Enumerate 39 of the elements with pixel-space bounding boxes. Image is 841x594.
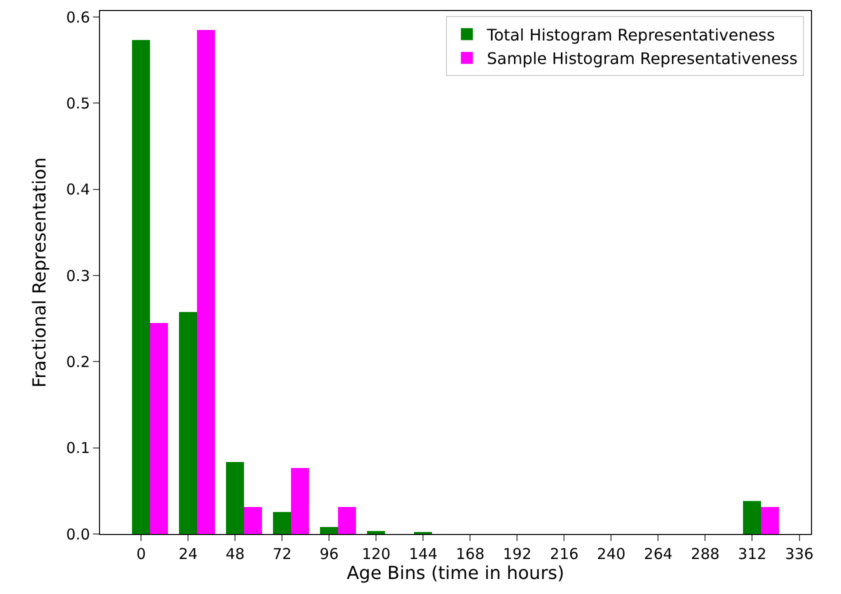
x-tick-label: 144	[408, 545, 438, 563]
bar	[743, 501, 761, 534]
y-tick-label: 0.6	[66, 8, 90, 26]
bar	[132, 40, 150, 534]
bar	[273, 512, 291, 534]
x-axis-title: Age Bins (time in hours)	[346, 563, 564, 584]
x-tick-label: 192	[502, 545, 532, 563]
y-axis-title: Fractional Representation	[29, 157, 50, 388]
bar	[226, 462, 244, 534]
bar	[150, 323, 168, 534]
x-tick-label: 48	[226, 545, 245, 563]
x-tick-label: 312	[738, 545, 767, 563]
y-tick-label: 0.1	[66, 439, 90, 458]
y-tick-label: 0.5	[66, 94, 90, 112]
x-tick-label: 288	[690, 545, 720, 563]
x-tick-label: 168	[456, 545, 485, 563]
bar	[367, 531, 385, 534]
x-tick-label: 0	[136, 545, 146, 563]
bar	[244, 507, 262, 534]
bar	[338, 507, 356, 534]
y-tick-label: 0.4	[66, 180, 90, 199]
bar	[320, 527, 338, 534]
bar	[761, 507, 779, 534]
bar	[197, 30, 215, 534]
x-tick-label: 24	[178, 545, 198, 563]
y-tick-label: 0.0	[66, 525, 90, 544]
x-tick-label: 216	[550, 545, 579, 563]
x-tick-label: 96	[320, 545, 339, 563]
x-tick-label: 240	[596, 545, 626, 563]
x-tick-label: 336	[784, 545, 814, 563]
x-tick-label: 264	[644, 545, 673, 563]
bar	[291, 468, 309, 534]
x-tick-label: 120	[362, 545, 390, 563]
y-tick-label: 0.3	[66, 266, 90, 285]
legend-label: Sample Histogram Representativeness	[486, 49, 798, 68]
x-tick-label: 72	[272, 545, 292, 563]
bar	[179, 312, 197, 534]
y-tick-label: 0.2	[66, 352, 90, 371]
legend-label: Total Histogram Representativeness	[486, 25, 775, 44]
